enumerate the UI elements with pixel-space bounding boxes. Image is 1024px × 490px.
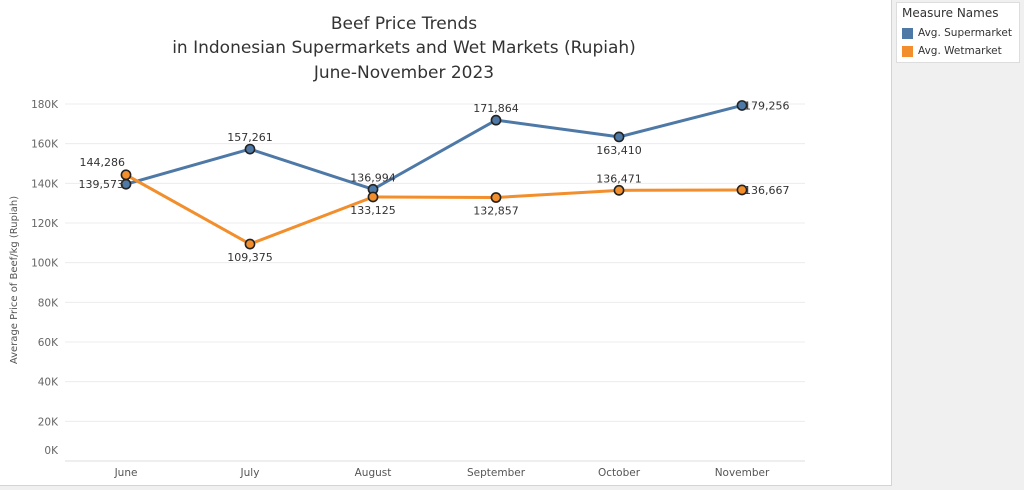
data-point[interactable] xyxy=(490,114,502,126)
data-label: 157,261 xyxy=(227,131,273,144)
x-tick-label: November xyxy=(715,467,770,479)
chart-title-line-1: Beef Price Trends xyxy=(331,14,477,34)
y-tick-label: 180K xyxy=(31,99,59,111)
legend-label-supermarket: Avg. Supermarket xyxy=(918,27,1012,39)
data-label: 132,857 xyxy=(473,205,519,218)
legend-swatch-supermarket xyxy=(902,27,913,39)
data-label: 133,125 xyxy=(350,204,396,217)
y-tick-label: 0K xyxy=(44,445,59,457)
y-tick-label: 80K xyxy=(38,297,59,309)
chart-title-line-2: in Indonesian Supermarkets and Wet Marke… xyxy=(172,38,636,58)
data-label: 163,410 xyxy=(596,144,642,157)
data-label: 171,864 xyxy=(473,102,519,115)
x-axis: June July August September October November xyxy=(65,460,805,479)
chart-title: Beef Price Trends in Indonesian Supermar… xyxy=(172,14,636,83)
data-label: 144,286 xyxy=(80,156,126,169)
data-label: 136,471 xyxy=(596,172,642,185)
data-label: 109,375 xyxy=(227,251,273,264)
x-tick-label: September xyxy=(467,467,526,479)
data-point[interactable] xyxy=(736,100,748,111)
y-axis: 0K 20K 40K 60K 80K 100K 120K 140K 160K 180K xyxy=(31,99,59,457)
y-tick-label: 20K xyxy=(38,416,59,428)
legend-item-supermarket[interactable]: Avg. Supermarket xyxy=(902,26,1012,40)
x-tick-label: June xyxy=(114,467,138,479)
data-point[interactable] xyxy=(490,192,502,203)
x-tick-label: August xyxy=(355,467,392,479)
y-tick-label: 140K xyxy=(31,178,59,190)
x-tick-label: October xyxy=(598,467,641,479)
y-tick-label: 120K xyxy=(31,218,59,230)
data-point[interactable] xyxy=(367,191,379,203)
data-point[interactable] xyxy=(120,169,132,181)
data-label: 136,667 xyxy=(744,184,790,197)
series-line xyxy=(125,104,743,191)
y-tick-label: 160K xyxy=(31,139,59,151)
chart-title-line-3: June-November 2023 xyxy=(313,63,494,83)
y-axis-title: Average Price of Beef/kg (Rupiah) xyxy=(9,196,20,364)
data-label: 136,994 xyxy=(350,171,396,184)
data-label: 139,573 xyxy=(79,178,125,191)
legend-swatch-wetmarket xyxy=(902,45,913,57)
x-tick-label: July xyxy=(240,467,260,479)
data-label: 179,256 xyxy=(744,99,790,112)
data-point[interactable] xyxy=(244,143,256,155)
data-point[interactable] xyxy=(244,238,256,250)
legend-title: Measure Names xyxy=(902,6,999,20)
legend-label-wetmarket: Avg. Wetmarket xyxy=(918,45,1002,57)
legend-item-wetmarket[interactable]: Avg. Wetmarket xyxy=(902,44,1002,58)
series-lines xyxy=(120,100,748,250)
y-tick-label: 100K xyxy=(31,258,59,270)
data-point[interactable] xyxy=(613,184,625,196)
data-point[interactable] xyxy=(613,131,625,143)
chart-panel: Beef Price Trends in Indonesian Supermar… xyxy=(0,0,892,486)
line-chart: Beef Price Trends in Indonesian Supermar… xyxy=(9,14,805,479)
data-point[interactable] xyxy=(736,184,748,196)
gridlines xyxy=(65,103,805,462)
series-line xyxy=(125,173,743,246)
legend: Measure Names Avg. Supermarket Avg. Wetm… xyxy=(896,2,1020,63)
y-tick-label: 40K xyxy=(38,377,59,389)
data-labels: 139,573 157,261 136,994 171,864 163,410 179,2… xyxy=(79,99,790,264)
y-tick-label: 60K xyxy=(38,337,59,349)
